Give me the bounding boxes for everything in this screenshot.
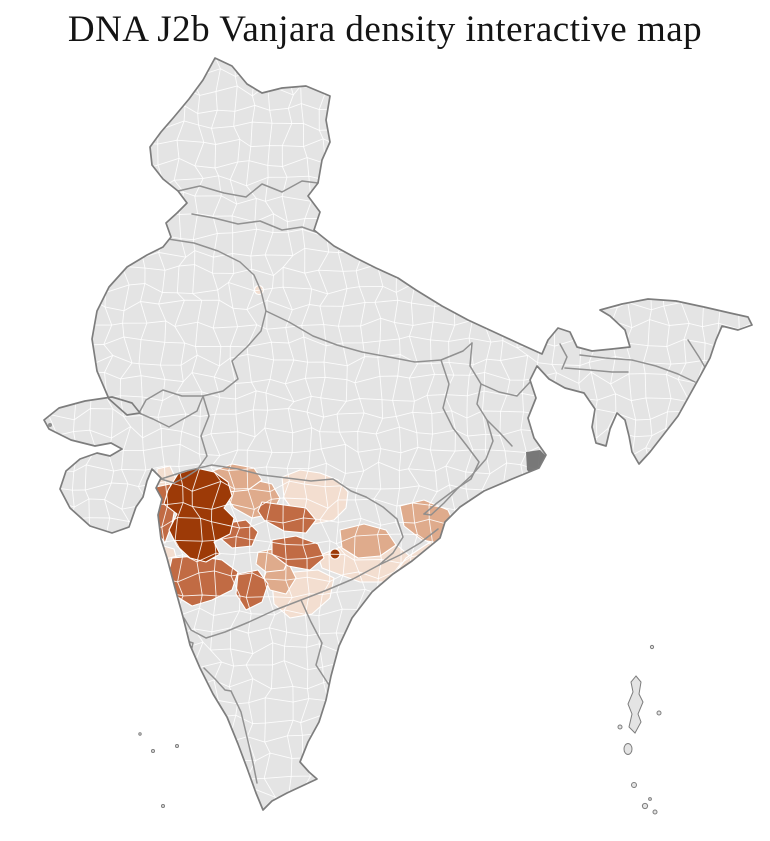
density-region-medium-bijapur[interactable] [235, 569, 269, 611]
density-region-medium-beltnorth[interactable] [257, 501, 317, 534]
lakshadweep-islands [138, 732, 179, 808]
density-region-high-core[interactable] [163, 467, 235, 563]
state-borders [138, 180, 710, 784]
backwater-strip [238, 756, 244, 789]
coast-speck [154, 492, 158, 496]
andaman-nicobar-islands [617, 644, 662, 815]
page-title: DNA J2b Vanjara density interactive map [67, 9, 703, 50]
coast-speck [48, 423, 52, 427]
density-region-low-westtelangana[interactable] [339, 523, 397, 559]
